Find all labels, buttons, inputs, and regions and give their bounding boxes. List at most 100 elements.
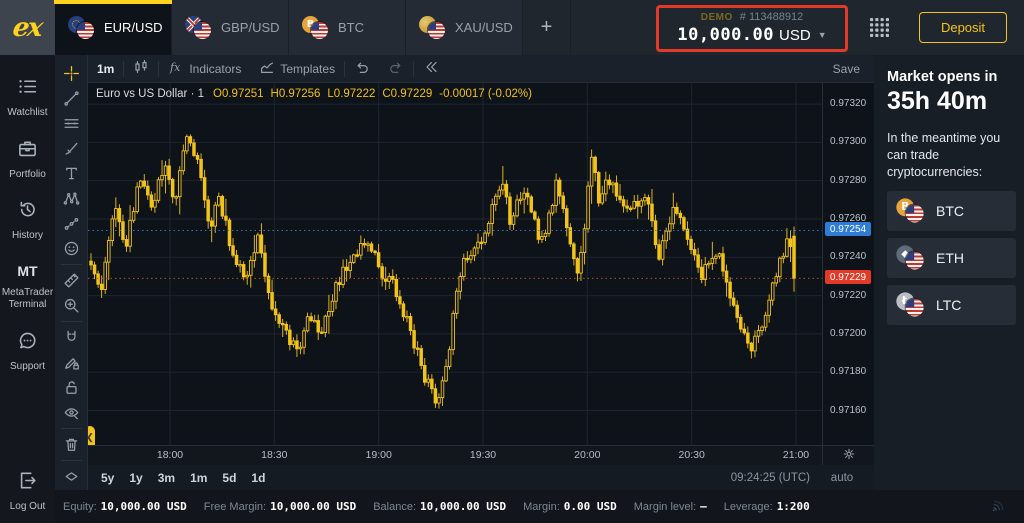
zoom-in-tool-icon[interactable] — [55, 293, 88, 318]
time-axis[interactable]: 18:00 18:30 19:00 19:30 20:00 20:30 21:00 — [88, 445, 874, 465]
brush-tool-icon[interactable] — [55, 136, 88, 161]
us-flag-icon — [905, 298, 924, 317]
magnet-tool-icon[interactable] — [55, 325, 88, 350]
templates-button[interactable]: Templates — [250, 55, 344, 82]
account-currency: USD — [779, 26, 811, 44]
ruler-tool-icon[interactable] — [55, 268, 88, 293]
gbp-flag-pair-icon — [185, 15, 212, 40]
exness-logo-icon: ex — [11, 12, 44, 43]
chart-area: Euro vs US Dollar · 1 O0.97251 H0.97256 L0… — [88, 83, 874, 445]
xabcd-pattern-tool-icon[interactable] — [55, 186, 88, 211]
forecast-tool-icon[interactable] — [55, 211, 88, 236]
time-tick: 18:30 — [261, 449, 288, 461]
interval-label: 1m — [97, 61, 115, 76]
status-label: Equity: — [63, 500, 97, 513]
sidebar-item-label: Support — [9, 360, 46, 372]
auto-scale-toggle[interactable]: auto — [830, 471, 854, 484]
status-item: Leverage: 1:200 — [724, 500, 810, 513]
trash-tool-icon[interactable] — [55, 432, 88, 457]
crypto-card-eth[interactable]: ◆ ETH — [887, 237, 1016, 278]
tab-gbp-usd[interactable]: GBP/USD — [172, 0, 289, 55]
crypto-card-btc[interactable]: B BTC — [887, 190, 1016, 231]
range-button-3m[interactable]: 3m — [157, 470, 176, 485]
save-layout-button[interactable]: Save — [829, 61, 876, 86]
price-tick: 0.97200 — [830, 327, 867, 339]
panel-collapse-handle[interactable]: ❮ — [88, 426, 95, 445]
crypto-card-ltc[interactable]: Ł LTC — [887, 284, 1016, 325]
emoji-tool-icon[interactable] — [55, 236, 88, 261]
rewind-icon — [423, 59, 439, 78]
toolbar-divider — [123, 60, 125, 77]
chevron-down-icon: ▼ — [817, 30, 827, 40]
support-icon — [17, 330, 38, 356]
market-opens-countdown: 35h 40m — [887, 87, 988, 115]
templates-icon — [259, 59, 275, 78]
templates-label: Templates — [280, 61, 336, 76]
apps-menu-icon[interactable] — [870, 18, 889, 37]
redo-icon — [388, 59, 404, 78]
brand-logo[interactable]: ex — [0, 0, 55, 55]
price-tick: 0.97220 — [830, 289, 867, 301]
portfolio-icon — [17, 138, 38, 164]
rewind-button[interactable] — [414, 55, 448, 82]
tab-xau-usd[interactable]: XAU/USD — [406, 0, 523, 55]
price-tick: 0.97320 — [830, 98, 867, 110]
bid-price-badge: 0.97229 — [825, 270, 871, 285]
legend-ohlc-value: O0.97251 — [213, 88, 264, 100]
candlestick-plot[interactable]: Euro vs US Dollar · 1 O0.97251 H0.97256 L0… — [88, 83, 822, 445]
crypto-card-list: B BTC ◆ ETH Ł LTC — [887, 190, 1016, 325]
tab-label: GBP/USD — [221, 20, 280, 35]
time-tick: 20:30 — [678, 449, 705, 461]
tab-eur-usd[interactable]: EUR/USD — [54, 0, 172, 55]
tab-btc[interactable]: B BTC — [289, 0, 406, 55]
tab-label: EUR/USD — [104, 20, 163, 35]
redo-button[interactable] — [379, 55, 413, 82]
range-button-1m[interactable]: 1m — [190, 470, 208, 485]
gear-icon — [842, 447, 856, 464]
ask-price-badge: 0.97254 — [825, 222, 871, 237]
chart-settings-button[interactable] — [822, 446, 874, 465]
indicators-button[interactable]: fx Indicators — [159, 55, 250, 82]
range-button-5d[interactable]: 5d — [222, 470, 237, 485]
drawing-lock-tool-icon[interactable] — [55, 350, 88, 375]
hide-all-tool-icon[interactable] — [55, 400, 88, 425]
sidebar-item-watchlist[interactable]: Watchlist — [0, 67, 55, 129]
range-button-5y[interactable]: 5y — [101, 470, 115, 485]
sidebar-item-support[interactable]: Support — [0, 321, 55, 383]
account-selector[interactable]: DEMO # 113488912 10,000.00 USD ▼ — [656, 4, 848, 52]
sidebar-item-portfolio[interactable]: Portfolio — [0, 129, 55, 191]
price-tick: 0.97160 — [830, 404, 867, 416]
collapse-tool-icon[interactable] — [55, 464, 88, 489]
crosshair-tool-icon[interactable] — [55, 61, 88, 86]
sidebar-item-logout[interactable]: Log Out — [0, 461, 55, 523]
range-button-1y[interactable]: 1y — [129, 470, 143, 485]
parallel-lines-tool-icon[interactable] — [55, 111, 88, 136]
account-balance: 10,000.00 — [677, 25, 775, 45]
text-tool-icon[interactable] — [55, 161, 88, 186]
crypto-label: LTC — [936, 296, 962, 313]
plus-icon: + — [540, 16, 553, 38]
save-label: Save — [832, 61, 860, 76]
interval-button[interactable]: 1m — [88, 55, 123, 82]
trend-line-tool-icon[interactable] — [55, 86, 88, 111]
toolbar-divider — [344, 60, 346, 77]
sidebar-item-history[interactable]: History — [0, 190, 55, 252]
status-value: 0.00 USD — [563, 500, 617, 513]
status-item: Margin level: – — [634, 500, 707, 513]
undo-button[interactable] — [345, 55, 379, 82]
utc-clock: 09:24:25 (UTC) — [730, 471, 810, 484]
drawing-toolbar — [55, 55, 88, 490]
deposit-button[interactable]: Deposit — [919, 12, 1007, 43]
chart-type-button[interactable] — [124, 55, 158, 82]
account-balance-row: 10,000.00 USD ▼ — [677, 25, 826, 45]
add-instrument-tab[interactable]: + — [523, 0, 571, 55]
chart-legend-ohlc: O0.97251 H0.97256 L0.97222 C0.97229 -0.00017… — [213, 88, 532, 100]
range-button-1d[interactable]: 1d — [251, 470, 266, 485]
price-axis[interactable]: 0.97320 0.97300 0.97280 0.97260 0.97240 0.972… — [822, 83, 874, 445]
history-icon — [17, 199, 38, 225]
lock-all-tool-icon[interactable] — [55, 375, 88, 400]
sidebar-item-metatrader[interactable]: MT MetaTrader Terminal — [0, 252, 55, 321]
ltc-flag-pair-icon: Ł — [896, 292, 924, 317]
chart-toolbar: 1m fx Indicators Templat — [88, 55, 876, 86]
